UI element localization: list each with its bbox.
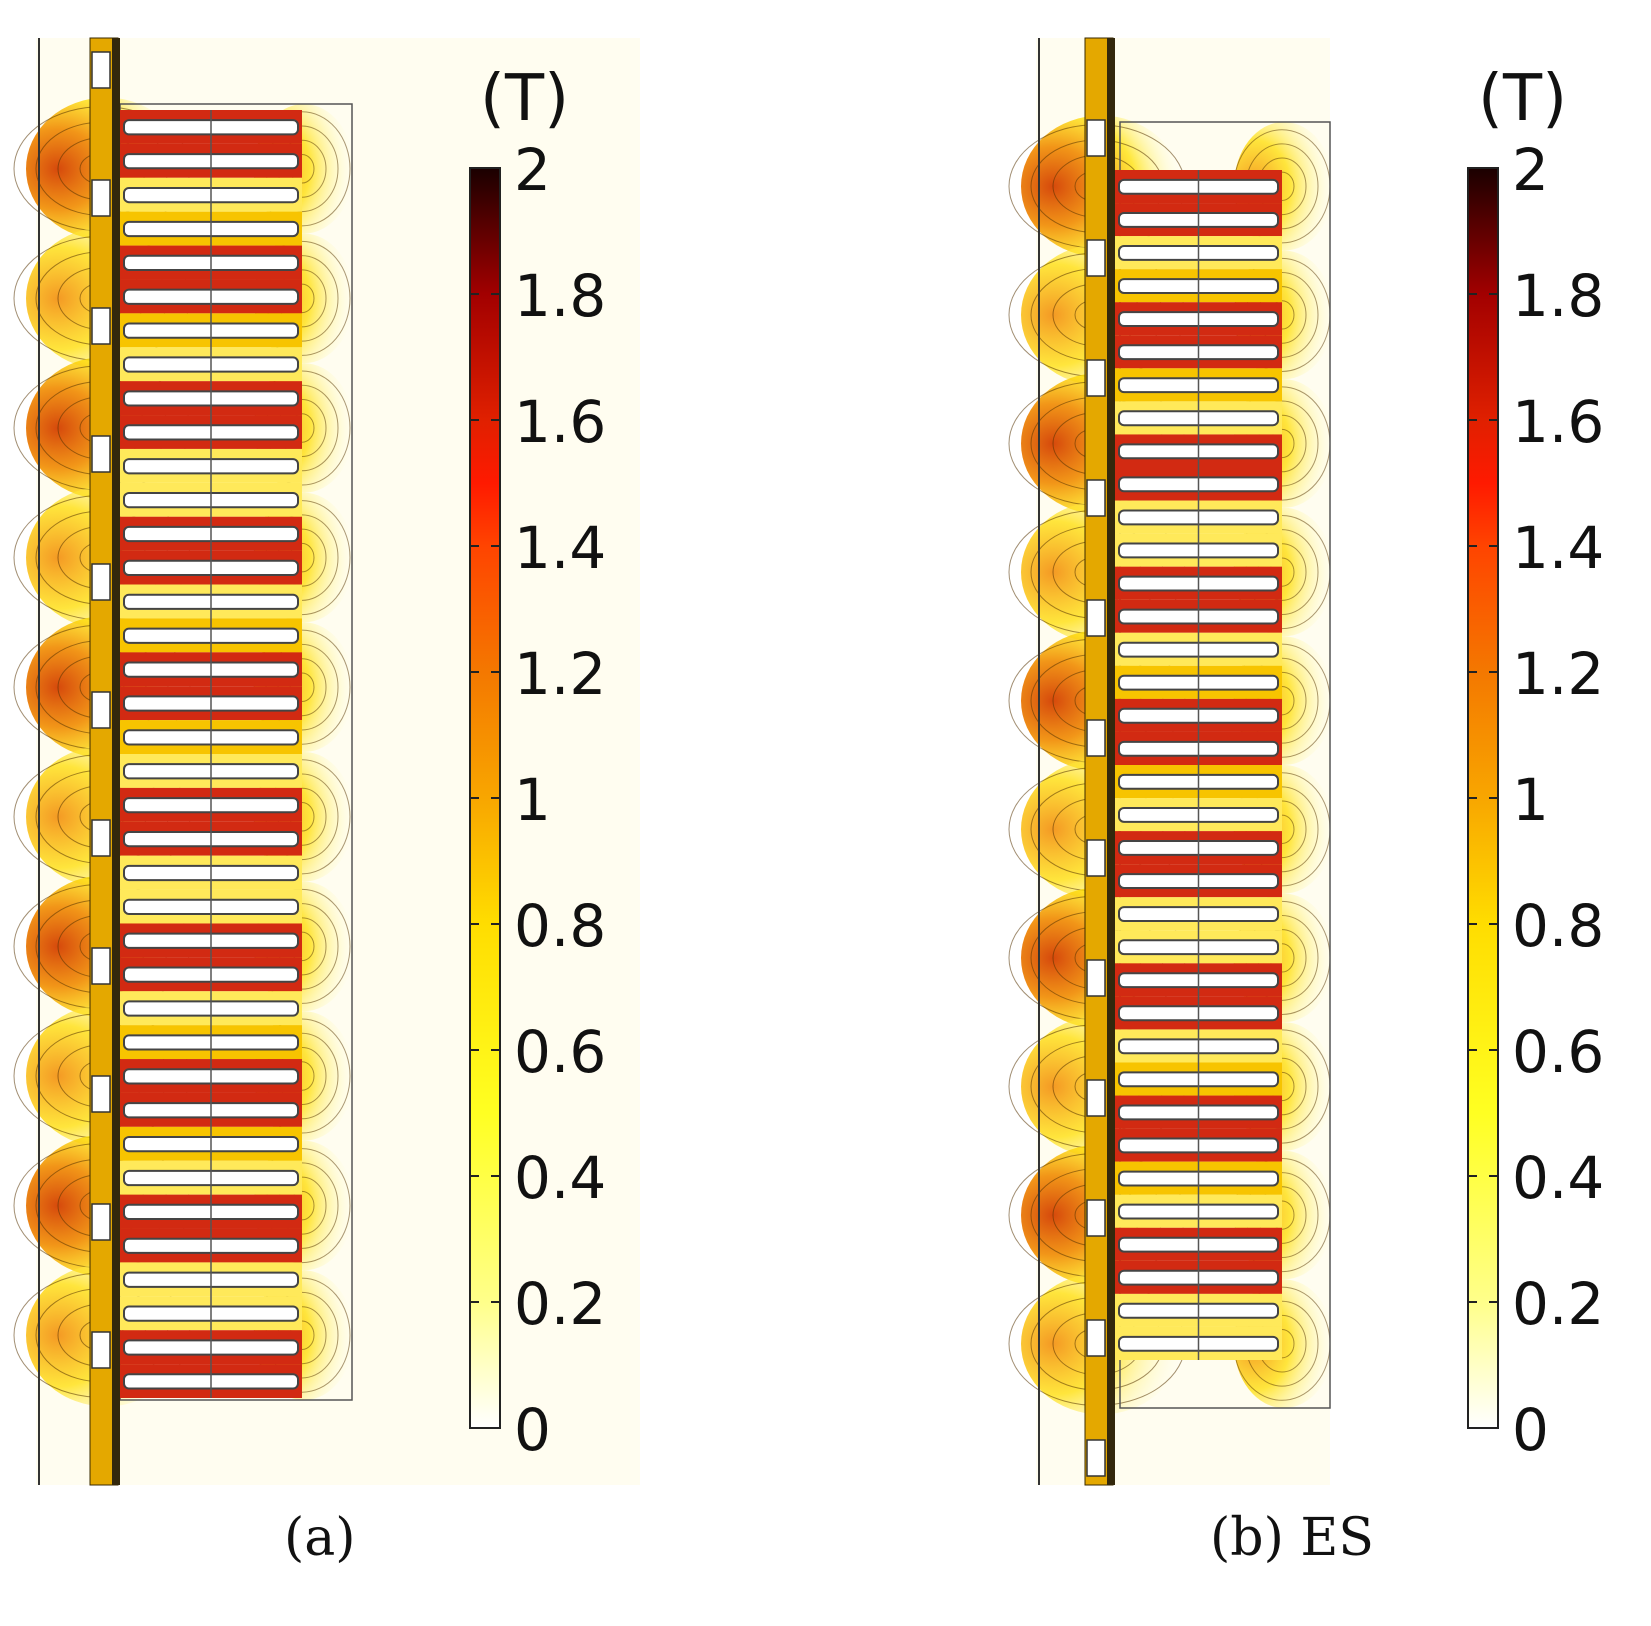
colorbar-tick-label: 1.2	[1512, 640, 1604, 708]
colorbar-tick-label: 0.8	[514, 892, 606, 960]
mover-slot	[91, 307, 111, 345]
mover-slot	[1086, 959, 1106, 997]
colorbar-tick-label: 0.6	[1512, 1018, 1604, 1086]
colorbar-tick-label: 0.4	[514, 1144, 606, 1212]
panel-a-caption: (a)	[284, 1508, 356, 1568]
mover-slot	[91, 1203, 111, 1241]
mover-slot	[91, 51, 111, 89]
panel-b-field-map	[1008, 37, 1334, 1486]
colorbar-tick-label: 1	[1512, 766, 1549, 834]
mover-slot	[1086, 359, 1106, 397]
mover-slot	[1086, 239, 1106, 277]
colorbar-tick-label: 2	[1512, 136, 1549, 204]
colorbar-b: (T) 0 0.2 0.4 0.6 0.8 1 1.2 1.4 1.6 1.8 2	[1467, 62, 1604, 1464]
mover-slot	[91, 435, 111, 473]
colorbar-tick-label: 1.4	[1512, 514, 1604, 582]
mover-slot	[1086, 599, 1106, 637]
colorbar-unit-label: (T)	[1478, 62, 1567, 136]
colorbar-tick-label: 0.8	[1512, 892, 1604, 960]
mover-slot	[1086, 1199, 1106, 1237]
mover-slot	[1086, 119, 1106, 157]
mover-slot	[91, 1331, 111, 1369]
colorbar-unit-label: (T)	[480, 62, 569, 136]
colorbar-tick-label: 0.2	[1512, 1270, 1604, 1338]
colorbar-tick-label: 0.6	[514, 1018, 606, 1086]
panel-a-field-map	[13, 37, 640, 1486]
colorbar-a: (T) 0 0.2 0.4 0.6 0.8 1 1.2 1.4 1.6 1.8 2	[469, 62, 606, 1464]
colorbar-tick-label: 1.6	[1512, 388, 1604, 456]
colorbar-tick-label: 0	[1512, 1396, 1549, 1464]
mover-slot	[1086, 1319, 1106, 1357]
mover-slot	[1086, 719, 1106, 757]
colorbar-tick-label: 1	[514, 766, 551, 834]
mover-shaft	[112, 38, 120, 1485]
mover-slot	[1086, 479, 1106, 517]
colorbar-tick-label: 0	[514, 1396, 551, 1464]
colorbar-tick-label: 1.2	[514, 640, 606, 708]
mover-slot	[91, 947, 111, 985]
mover-shaft	[1107, 38, 1115, 1485]
colorbar-tick-label: 1.6	[514, 388, 606, 456]
mover-slot	[91, 1075, 111, 1113]
mover-slot	[1086, 839, 1106, 877]
panel-b-caption: (b) ES	[1210, 1508, 1374, 1568]
colorbar-tick-label: 0.2	[514, 1270, 606, 1338]
colorbar-tick-label: 1.8	[1512, 262, 1604, 330]
colorbar-tick-label: 2	[514, 136, 551, 204]
mover-slot	[91, 819, 111, 857]
mover-slot	[1086, 1079, 1106, 1117]
mover-slot	[91, 179, 111, 217]
colorbar-tick-label: 0.4	[1512, 1144, 1604, 1212]
colorbar-tick-label: 1.8	[514, 262, 606, 330]
mover-slot	[91, 563, 111, 601]
mover-slot	[1086, 1439, 1106, 1477]
colorbar-tick-label: 1.4	[514, 514, 606, 582]
mover-slot	[91, 691, 111, 729]
